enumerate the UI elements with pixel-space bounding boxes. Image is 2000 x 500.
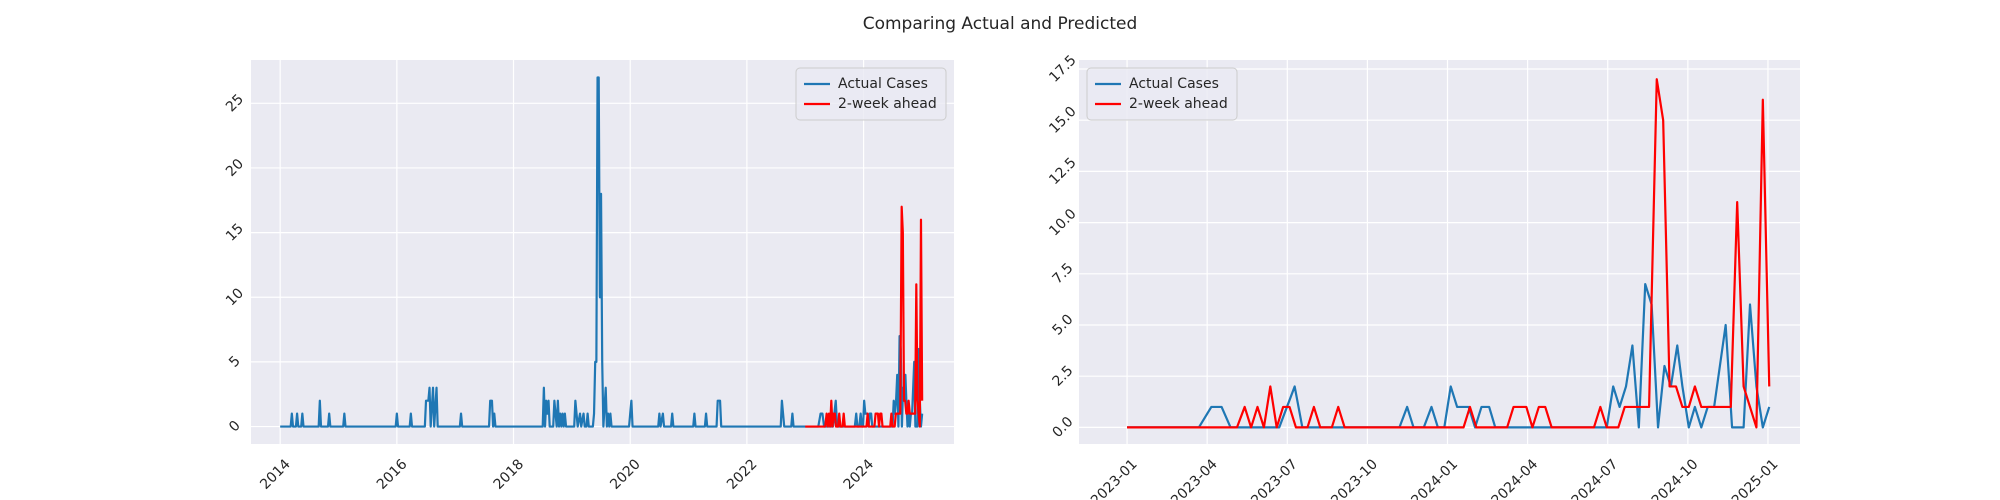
y-tick-label: 10 [223, 285, 247, 309]
x-tick-label: 2024-07 [1569, 456, 1622, 500]
legend-box [795, 67, 947, 121]
series-group [1127, 78, 1771, 429]
y-tick-label: 17.5 [1046, 52, 1079, 85]
legend-label: 2-week ahead [838, 96, 937, 112]
x-tick-label: 2014 [257, 456, 294, 493]
y-tick-label: 5 [226, 353, 244, 371]
y-tick-label: 12.5 [1046, 155, 1079, 188]
x-tick-label: 2025-01 [1729, 456, 1782, 500]
x-tick-label: 2023-10 [1328, 456, 1381, 500]
x-tick-label: 2023-04 [1168, 456, 1221, 500]
y-tick-label: 2.5 [1049, 363, 1076, 390]
y-tick-label: 0 [226, 418, 244, 436]
x-tick-label: 2023-01 [1088, 456, 1141, 500]
series-line [1127, 78, 1771, 429]
x-tick-label: 2018 [491, 456, 528, 493]
legend-label: 2-week ahead [1129, 96, 1228, 112]
x-tick-label: 2024-04 [1489, 456, 1542, 500]
plot-area [1079, 60, 1800, 444]
subplot: 0 5 10 15 20 25 2014 2016 2018 2020 2022 2024 Actual… [223, 60, 954, 493]
y-tick-label: 5.0 [1049, 311, 1076, 338]
series-group [280, 76, 924, 428]
y-tick-label: 7.5 [1049, 260, 1076, 287]
y-tick-label: 10.0 [1046, 206, 1079, 239]
y-tick-label: 20 [223, 156, 247, 180]
y-tick-label: 25 [223, 91, 247, 115]
legend-label: Actual Cases [838, 76, 928, 92]
y-tick-label: 15.0 [1046, 104, 1079, 137]
x-tick-label: 2022 [724, 456, 761, 493]
y-tick-label: 0.0 [1049, 414, 1076, 441]
y-tick-label: 15 [223, 221, 247, 245]
legend-label: Actual Cases [1129, 76, 1219, 92]
legend-box [1086, 67, 1238, 121]
legend: Actual Cases 2-week ahead [795, 67, 947, 121]
series-line [805, 205, 924, 428]
x-tick-label: 2024-01 [1408, 456, 1461, 500]
x-tick-label: 2024 [841, 456, 878, 493]
figure-title: Comparing Actual and Predicted [863, 14, 1138, 34]
x-tick-label: 2020 [607, 456, 644, 493]
x-tick-label: 2023-07 [1248, 456, 1301, 500]
x-tick-label: 2016 [374, 456, 411, 493]
x-tick-label: 2024-10 [1649, 456, 1702, 500]
legend: Actual Cases 2-week ahead [1086, 67, 1238, 121]
subplot: 0.0 2.5 5.0 7.5 10.0 12.5 15.0 17.5 2023-01 2023-… [1046, 52, 1800, 500]
